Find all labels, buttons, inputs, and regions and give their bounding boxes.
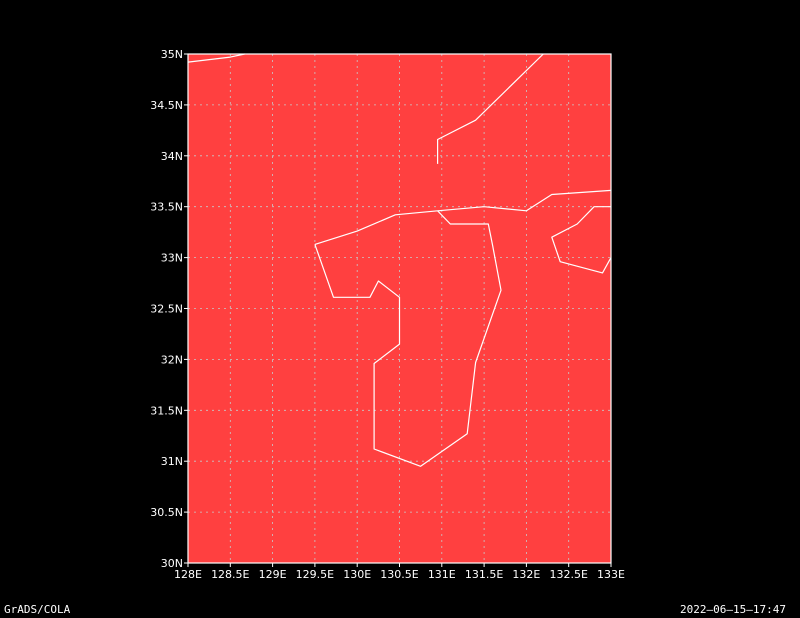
y-tick-label: 33N <box>161 252 183 265</box>
kyushu-north-coast <box>314 189 612 245</box>
korea-coast <box>187 53 245 63</box>
longitude-ticks: 128E 128.5E 129E 129.5E 130E 130.5E 131E 131.5E… <box>174 563 625 581</box>
gridlines <box>188 54 611 563</box>
x-tick-label: 132.5E <box>549 568 587 581</box>
x-tick-label: 133E <box>597 568 625 581</box>
y-tick-label: 30.5N <box>150 506 183 519</box>
y-tick-label: 32N <box>161 353 183 366</box>
x-tick-label: 129.5E <box>296 568 334 581</box>
y-tick-label: 35N <box>161 48 183 61</box>
x-tick-label: 131.5E <box>465 568 503 581</box>
x-tick-label: 132E <box>512 568 540 581</box>
coastlines <box>187 53 612 467</box>
y-tick-label: 30N <box>161 557 183 570</box>
x-tick-label: 131E <box>428 568 456 581</box>
timestamp-label: 2022–06–15–17:47 <box>680 603 786 616</box>
software-label: GrADS/COLA <box>4 603 71 616</box>
y-tick-label: 31.5N <box>150 404 183 417</box>
y-tick-label: 33.5N <box>150 201 183 214</box>
y-tick-label: 32.5N <box>150 303 183 316</box>
x-tick-label: 129E <box>259 568 287 581</box>
x-tick-label: 130E <box>343 568 371 581</box>
x-tick-label: 128E <box>174 568 202 581</box>
y-tick-label: 34N <box>161 150 183 163</box>
latitude-ticks: 30N 30.5N 31N 31.5N 32N 32.5N 33N 33.5N 34N 34.5N… <box>150 48 188 570</box>
shikoku-coast <box>551 206 612 274</box>
honshu-south-coast <box>437 53 544 164</box>
y-tick-label: 34.5N <box>150 99 183 112</box>
kyushu-west-coast <box>314 210 502 467</box>
x-tick-label: 128.5E <box>211 568 249 581</box>
y-tick-label: 31N <box>161 455 183 468</box>
x-tick-label: 130.5E <box>380 568 418 581</box>
